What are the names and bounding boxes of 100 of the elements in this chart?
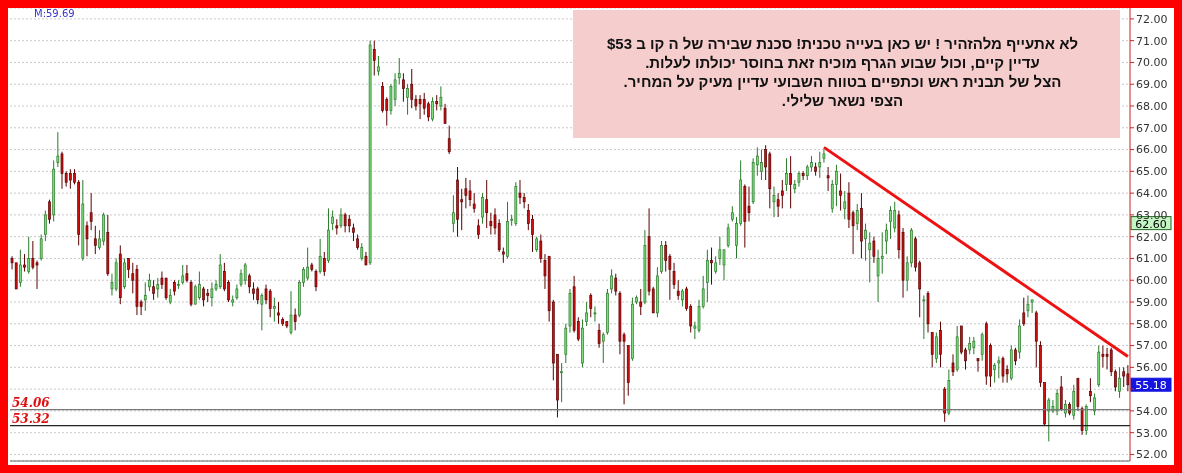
- y-tick-label: 59.00: [1136, 295, 1168, 309]
- candlestick: [44, 210, 47, 242]
- candlestick: [1101, 345, 1105, 368]
- candlestick: [464, 177, 468, 209]
- candlestick: [243, 262, 247, 286]
- y-tick-label: 72.00: [1136, 12, 1168, 26]
- candlestick: [123, 257, 126, 290]
- candlestick: [839, 173, 842, 212]
- y-tick-label: 60.00: [1136, 274, 1168, 288]
- candlestick: [526, 203, 530, 231]
- candlestick: [518, 179, 522, 205]
- candlestick: [818, 151, 822, 179]
- y-tick-label: 58.00: [1136, 317, 1168, 331]
- candlestick: [210, 281, 214, 307]
- y-tick-label: 64.00: [1136, 187, 1168, 201]
- candlestick: [893, 201, 897, 233]
- candlestick: [726, 223, 730, 249]
- candlestick: [39, 234, 43, 262]
- candlestick: [481, 192, 484, 225]
- candlestick: [776, 192, 780, 218]
- candlestick: [1001, 355, 1005, 384]
- y-tick-label: 71.00: [1136, 34, 1168, 48]
- candlestick: [452, 194, 455, 233]
- candlestick: [248, 273, 251, 294]
- y-tick-label: 70.00: [1136, 56, 1168, 70]
- candlestick: [431, 96, 434, 122]
- candlestick: [318, 238, 322, 275]
- candlestick: [1089, 377, 1092, 403]
- candlestick: [293, 308, 297, 331]
- candlestick: [1105, 347, 1109, 371]
- y-tick-label: 65.00: [1136, 165, 1168, 179]
- candlestick: [127, 257, 130, 279]
- candlestick: [181, 264, 185, 286]
- candlestick: [601, 332, 605, 364]
- candlestick: [48, 199, 51, 225]
- candlestick: [418, 94, 422, 120]
- candlestick: [314, 268, 318, 292]
- candlestick: [785, 157, 788, 192]
- candlestick: [1059, 375, 1063, 412]
- annotation: M:59.69: [34, 8, 75, 19]
- candlestick: [1126, 364, 1130, 392]
- candlestick: [1084, 403, 1088, 436]
- candlestick: [997, 355, 1001, 379]
- candlestick: [864, 223, 867, 262]
- candlestick: [664, 240, 668, 273]
- candlestick: [152, 279, 155, 301]
- candlestick: [539, 234, 543, 264]
- candlestick: [1072, 384, 1076, 421]
- candlestick: [614, 273, 618, 296]
- candlestick: [980, 332, 984, 362]
- annotation: לא אתעייף מלהזהיר ! יש כאן בעייה טכנית! סכנת שבירה של ה קו ב $53: [606, 34, 1079, 53]
- candlestick: [343, 212, 347, 233]
- y-tick-label: 57.00: [1136, 339, 1168, 353]
- candlestick: [143, 281, 147, 312]
- candlestick: [747, 186, 751, 222]
- candlestick: [273, 297, 276, 323]
- candlestick: [372, 40, 376, 77]
- candlestick: [156, 277, 160, 299]
- candlestick: [880, 231, 884, 275]
- ref-line-label: 53.32: [12, 411, 50, 426]
- y-tick-label: 54.00: [1136, 404, 1168, 418]
- candlestick: [922, 294, 926, 340]
- candlestick: [993, 362, 996, 384]
- candlestick: [930, 332, 934, 368]
- annotation: הצפי נשאר שלילי.: [780, 91, 905, 110]
- candlestick: [306, 247, 309, 281]
- y-tick-label: 52.00: [1136, 448, 1168, 462]
- candlestick: [843, 190, 847, 220]
- candlestick: [1022, 297, 1026, 327]
- candlestick: [198, 271, 201, 301]
- candlestick: [443, 103, 447, 124]
- candlestick: [722, 249, 726, 281]
- candlestick: [943, 386, 947, 423]
- candlestick: [610, 268, 613, 294]
- candlestick: [855, 203, 859, 231]
- candlestick: [822, 149, 826, 164]
- candlestick: [410, 68, 414, 109]
- annotation: 55.18: [1135, 379, 1167, 393]
- candlestick: [331, 210, 334, 231]
- candlestick: [1080, 406, 1084, 436]
- candlestick: [485, 179, 489, 229]
- candlestick: [593, 305, 597, 323]
- candlestick: [35, 260, 39, 290]
- candlestick: [193, 284, 197, 305]
- candlestick: [531, 214, 534, 253]
- candlestick: [585, 301, 588, 327]
- candlestick: [402, 72, 405, 103]
- candlestick: [780, 179, 784, 209]
- candlestick: [68, 168, 72, 190]
- candlestick: [1055, 388, 1059, 416]
- candlestick: [976, 358, 980, 373]
- candlestick: [264, 284, 268, 305]
- candlestick: [377, 55, 380, 77]
- candlestick: [468, 179, 472, 207]
- y-tick-label: 67.00: [1136, 121, 1168, 135]
- candlestick: [27, 236, 31, 275]
- candlestick: [835, 164, 838, 207]
- candlestick: [472, 192, 476, 214]
- candlestick: [268, 288, 272, 318]
- candlestick: [939, 321, 942, 368]
